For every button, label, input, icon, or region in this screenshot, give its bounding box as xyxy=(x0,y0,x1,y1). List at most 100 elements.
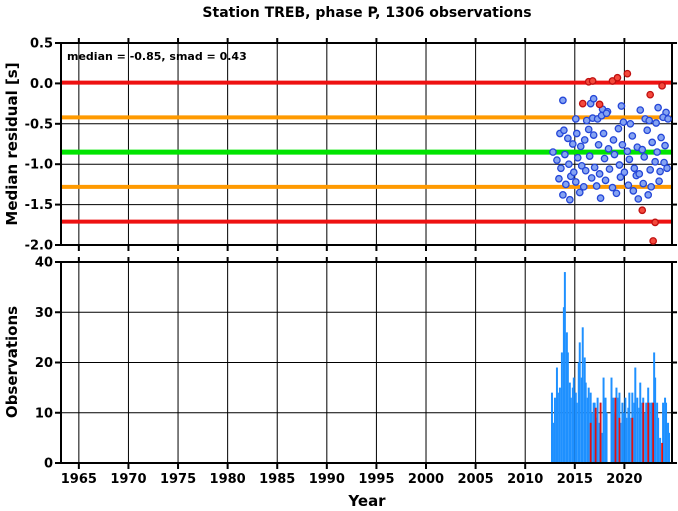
residual-point xyxy=(623,147,632,156)
x-tick-label: 1980 xyxy=(210,472,246,487)
residual-point xyxy=(579,182,588,191)
y-tick-label: 20 xyxy=(35,356,53,371)
observation-bar xyxy=(569,397,572,463)
observation-bar xyxy=(553,397,556,463)
residual-point xyxy=(646,166,655,174)
x-tick-label: 2010 xyxy=(507,472,543,487)
residual-point xyxy=(571,178,580,186)
stats-annotation: median = -0.85, smad = 0.43 xyxy=(67,50,247,63)
residual-point xyxy=(661,141,669,150)
residual-point xyxy=(618,140,627,149)
residual-point xyxy=(587,174,596,182)
residual-point xyxy=(655,177,663,186)
observation-bar xyxy=(587,387,590,463)
residual-point xyxy=(584,125,593,134)
residual-point xyxy=(624,181,633,190)
outlier-residuals-points xyxy=(578,69,666,245)
residual-point xyxy=(617,102,626,110)
residual-point xyxy=(562,180,570,189)
observation-bar xyxy=(556,392,559,463)
axis-ticks xyxy=(55,257,677,469)
observation-bar xyxy=(668,432,671,463)
chart-title: Station TREB, phase P, 1306 observations xyxy=(202,5,531,21)
residual-point xyxy=(638,145,647,154)
observation-bar xyxy=(651,402,654,463)
residual-point xyxy=(559,191,567,199)
residual-point xyxy=(638,206,647,215)
residual-point xyxy=(613,73,622,82)
residual-point xyxy=(589,94,598,103)
residual-point xyxy=(653,148,661,156)
residual-point xyxy=(557,164,565,173)
residual-point xyxy=(568,140,577,148)
observation-bar xyxy=(563,272,566,463)
bottom-y-axis-label: Observations xyxy=(3,306,21,418)
residual-point xyxy=(651,218,659,227)
residual-point xyxy=(595,170,604,178)
observation-bar xyxy=(584,382,587,463)
residual-point xyxy=(628,132,637,140)
observation-bar xyxy=(634,367,637,463)
observation-bar xyxy=(616,397,619,463)
residual-point xyxy=(595,100,604,109)
residual-point xyxy=(565,195,574,204)
residual-point xyxy=(573,153,582,162)
x-tick-label: 1985 xyxy=(259,472,295,487)
observation-bar xyxy=(622,412,625,463)
observation-bar xyxy=(642,402,645,463)
flagged-observations-bars xyxy=(589,397,663,463)
observation-bar xyxy=(551,422,554,463)
y-tick-label: -2.0 xyxy=(25,239,53,254)
observation-bar xyxy=(558,387,561,463)
residual-point xyxy=(664,115,672,123)
residual-point xyxy=(580,136,589,144)
residual-point xyxy=(614,124,623,133)
observation-bar xyxy=(602,377,605,463)
observation-bar xyxy=(589,422,592,463)
residual-point xyxy=(602,109,611,118)
observation-bar xyxy=(566,352,569,463)
x-tick-label: 1995 xyxy=(358,472,394,487)
observation-bar xyxy=(662,402,665,463)
y-tick-label: 30 xyxy=(35,306,53,321)
residual-point xyxy=(604,144,613,153)
x-tick-label: 2015 xyxy=(557,472,593,487)
residual-point xyxy=(658,81,666,90)
residual-point xyxy=(620,168,629,177)
residual-point xyxy=(656,167,664,176)
y-tick-label: -1.5 xyxy=(25,198,53,213)
observation-bar xyxy=(625,417,628,463)
observation-bar xyxy=(647,402,650,463)
observation-bar xyxy=(572,377,575,463)
observation-bar xyxy=(613,412,616,463)
observation-bar xyxy=(599,402,602,463)
residual-point xyxy=(578,99,587,108)
residual-point xyxy=(572,129,581,138)
top-y-axis-label: Median residual [s] xyxy=(3,62,21,225)
y-tick-label: -1.0 xyxy=(25,158,53,173)
x-tick-label: 1975 xyxy=(160,472,196,487)
residual-point xyxy=(644,191,653,199)
observation-bar xyxy=(639,382,642,463)
observation-bar xyxy=(619,422,622,463)
x-tick-label: 2020 xyxy=(606,472,642,487)
observation-bar xyxy=(596,397,599,463)
observation-bar xyxy=(593,402,596,463)
residual-point xyxy=(601,176,610,185)
residual-point xyxy=(549,148,557,156)
residual-point xyxy=(600,154,609,163)
residual-point xyxy=(581,166,590,175)
x-tick-label: 2000 xyxy=(408,472,444,487)
observation-bar xyxy=(659,437,662,463)
y-tick-label: 0.0 xyxy=(30,77,53,92)
residual-point xyxy=(649,237,658,245)
residual-point xyxy=(585,152,594,160)
panel-frame xyxy=(60,42,673,246)
residual-point xyxy=(588,77,597,85)
residual-point xyxy=(643,126,652,135)
observation-bar xyxy=(605,412,608,463)
residual-point xyxy=(619,118,628,127)
observation-bar xyxy=(560,352,563,463)
